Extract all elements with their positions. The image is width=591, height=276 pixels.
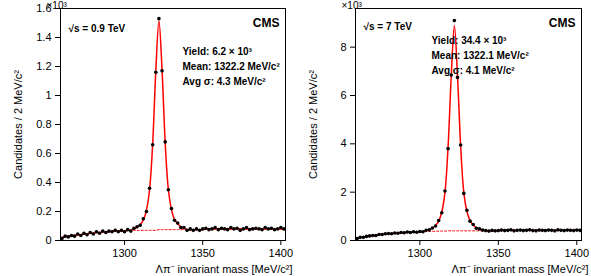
svg-text:0: 0	[340, 234, 346, 246]
svg-text:2: 2	[340, 186, 346, 198]
svg-text:1400: 1400	[565, 247, 589, 259]
svg-text:CMS: CMS	[253, 16, 280, 30]
svg-text:0.8: 0.8	[36, 118, 51, 130]
svg-text:CMS: CMS	[549, 16, 576, 30]
svg-text:Avg σ: 4.1 MeV/c²: Avg σ: 4.1 MeV/c²	[432, 65, 516, 76]
svg-text:Avg σ: 4.3 MeV/c²: Avg σ: 4.3 MeV/c²	[183, 76, 267, 87]
svg-text:1300: 1300	[408, 247, 432, 259]
svg-text:Λπ⁻ invariant mass [MeV/c²]: Λπ⁻ invariant mass [MeV/c²]	[452, 263, 589, 275]
svg-text:6: 6	[340, 89, 346, 101]
svg-text:0.6: 0.6	[36, 147, 51, 159]
svg-text:1300: 1300	[112, 247, 136, 259]
svg-text:Yield: 6.2 × 10³: Yield: 6.2 × 10³	[183, 46, 253, 57]
svg-text:8: 8	[340, 41, 346, 53]
svg-text:Yield: 34.4 × 10³: Yield: 34.4 × 10³	[432, 35, 508, 46]
svg-text:1400: 1400	[269, 247, 293, 259]
svg-text:Mean: 1322.1 MeV/c²: Mean: 1322.1 MeV/c²	[432, 50, 530, 61]
svg-text:√s = 7 TeV: √s = 7 TeV	[364, 21, 413, 32]
svg-text:0: 0	[45, 234, 51, 246]
svg-text:1350: 1350	[486, 247, 510, 259]
svg-text:0.2: 0.2	[36, 205, 51, 217]
svg-text:Candidates / 2 MeV/c²: Candidates / 2 MeV/c²	[307, 70, 319, 179]
svg-text:√s = 0.9 TeV: √s = 0.9 TeV	[69, 23, 126, 34]
svg-text:Candidates / 2 MeV/c²: Candidates / 2 MeV/c²	[12, 70, 24, 179]
svg-text:1.4: 1.4	[36, 31, 51, 43]
svg-text:Λπ⁻ invariant mass [MeV/c²]: Λπ⁻ invariant mass [MeV/c²]	[156, 263, 293, 275]
svg-text:×10³: ×10³	[47, 0, 68, 11]
svg-text:Mean: 1322.2 MeV/c²: Mean: 1322.2 MeV/c²	[183, 61, 281, 72]
svg-text:0.4: 0.4	[36, 176, 51, 188]
svg-text:1.6: 1.6	[36, 2, 52, 14]
svg-text:4: 4	[340, 137, 346, 149]
svg-text:1: 1	[45, 89, 51, 101]
svg-text:1350: 1350	[190, 247, 214, 259]
svg-text:×10³: ×10³	[342, 0, 363, 11]
svg-text:1.2: 1.2	[36, 60, 51, 72]
